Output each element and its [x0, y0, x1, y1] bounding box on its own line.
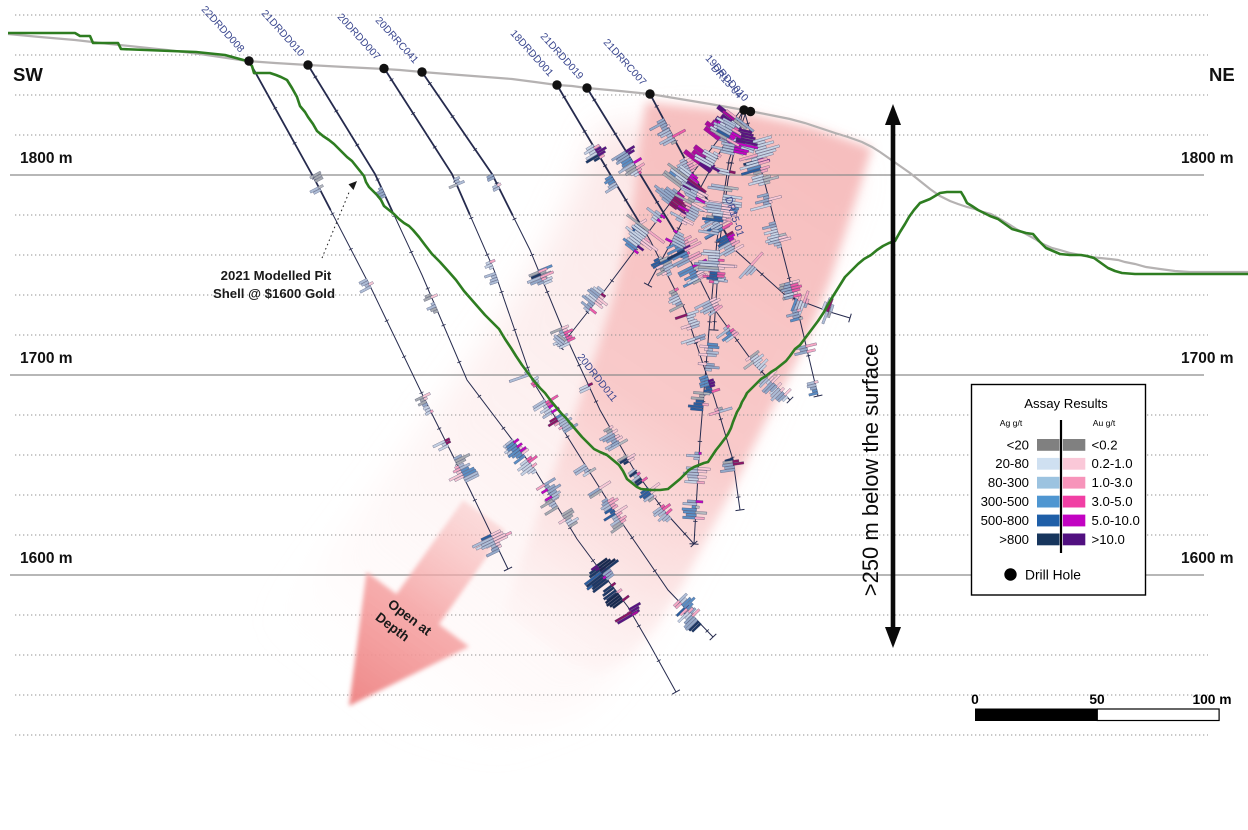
svg-text:NE: NE — [1209, 64, 1235, 85]
svg-text:Ag g/t: Ag g/t — [1000, 418, 1023, 428]
svg-text:Assay Results: Assay Results — [1024, 396, 1108, 411]
svg-text:Shell @ $1600 Gold: Shell @ $1600 Gold — [213, 286, 335, 301]
svg-text:1600 m: 1600 m — [1181, 550, 1234, 567]
svg-text:50: 50 — [1089, 692, 1105, 707]
svg-text:1800 m: 1800 m — [20, 150, 73, 167]
svg-text:3.0-5.0: 3.0-5.0 — [1092, 494, 1133, 509]
svg-text:Au g/t: Au g/t — [1093, 418, 1116, 428]
svg-text:1800 m: 1800 m — [1181, 150, 1234, 167]
svg-text:<20: <20 — [1007, 437, 1029, 452]
svg-text:2021 Modelled Pit: 2021 Modelled Pit — [221, 268, 332, 283]
svg-text:1700 m: 1700 m — [1181, 350, 1234, 367]
svg-text:>800: >800 — [999, 532, 1029, 547]
svg-text:100 m: 100 m — [1192, 692, 1231, 707]
svg-text:80-300: 80-300 — [988, 475, 1029, 490]
svg-text:0: 0 — [971, 692, 979, 707]
svg-text:1700 m: 1700 m — [20, 350, 73, 367]
svg-text:500-800: 500-800 — [981, 513, 1029, 528]
svg-text:>250 m below the surface: >250 m below the surface — [858, 344, 883, 597]
svg-text:SW: SW — [13, 64, 43, 85]
svg-text:1600 m: 1600 m — [20, 550, 73, 567]
svg-text:Drill Hole: Drill Hole — [1025, 568, 1081, 583]
svg-text:<0.2: <0.2 — [1092, 437, 1118, 452]
svg-text:0.2-1.0: 0.2-1.0 — [1092, 456, 1133, 471]
svg-text:1.0-3.0: 1.0-3.0 — [1092, 475, 1133, 490]
svg-text:>10.0: >10.0 — [1092, 532, 1125, 547]
svg-text:5.0-10.0: 5.0-10.0 — [1092, 513, 1140, 528]
svg-text:20-80: 20-80 — [995, 456, 1029, 471]
svg-text:300-500: 300-500 — [981, 494, 1029, 509]
